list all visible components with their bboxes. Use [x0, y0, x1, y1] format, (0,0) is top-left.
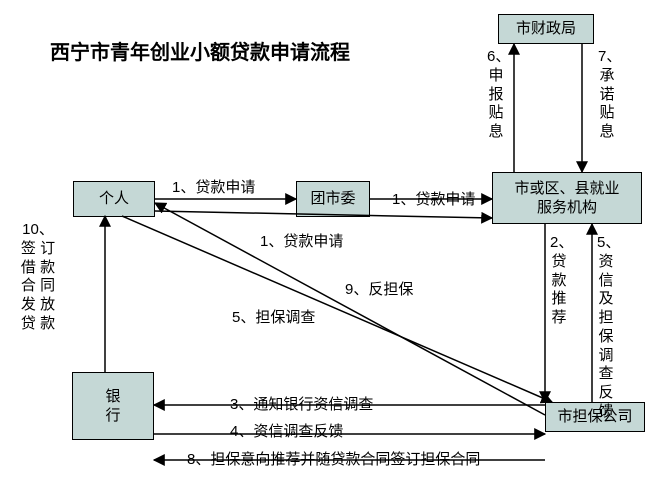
node-individual-label: 个人: [99, 189, 129, 209]
edge-label-e7: 7、 承 诺 贴 息: [598, 48, 616, 142]
node-bank: 银 行: [72, 372, 154, 440]
node-employ-label: 市或区、县就业 服务机构: [514, 179, 619, 218]
edge-label-e6: 6、 申 报 贴 息: [487, 48, 505, 142]
edge-7: [155, 203, 545, 415]
node-finance-label: 市财政局: [516, 19, 576, 39]
edge-label-e5b: 5、 资 信 及 担 保 调 查 反 馈: [597, 234, 615, 422]
node-employ: 市或区、县就业 服务机构: [492, 172, 642, 224]
edge-label-e1b: 1、贷款申请: [392, 190, 475, 210]
edge-label-e9: 9、反担保: [345, 280, 413, 300]
node-individual: 个人: [73, 181, 155, 217]
edge-label-e4: 4、资信调查反馈: [230, 422, 343, 442]
edge-label-e1c: 1、贷款申请: [260, 232, 343, 252]
node-guarantee: 市担保公司: [545, 402, 645, 432]
edge-label-e3: 3、通知银行资信调查: [230, 395, 373, 415]
node-bank-label: 银 行: [105, 387, 120, 426]
edge-label-e1a: 1、贷款申请: [172, 178, 255, 198]
edge-label-e2: 2、 贷 款 推 荐: [550, 234, 568, 328]
edge-label-e8: 8、担保意向推荐并随贷款合同签订担保合同: [187, 450, 480, 470]
page-title: 西宁市青年创业小额贷款申请流程: [50, 36, 350, 65]
edge-label-e5a: 5、担保调查: [232, 308, 315, 328]
node-guarantee-label: 市担保公司: [557, 407, 632, 427]
node-finance: 市财政局: [498, 14, 594, 44]
node-league-label: 团市委: [310, 189, 355, 209]
edge-label-e10: 10、 签 订 借 款 合 同 发 放 贷 款: [20, 221, 56, 334]
node-league: 团市委: [296, 181, 370, 217]
